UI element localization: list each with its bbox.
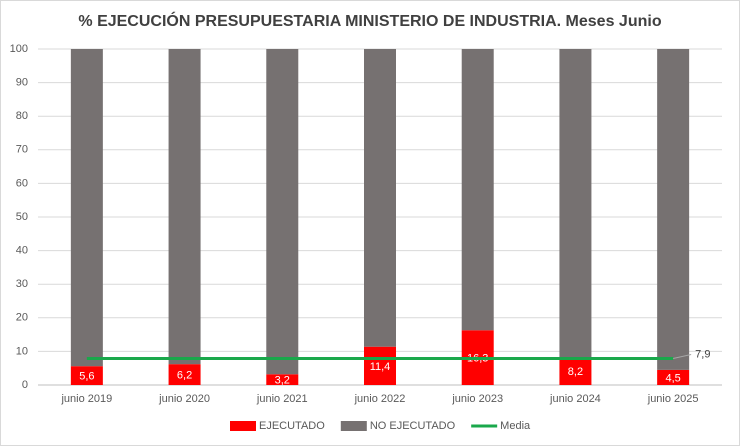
y-tick-label: 80 — [16, 110, 28, 122]
x-tick-label: junio 2019 — [60, 393, 112, 405]
y-tick-label: 50 — [16, 211, 28, 223]
legend-label: NO EJECUTADO — [370, 420, 456, 432]
bar-segment — [364, 346, 396, 385]
bar-segment — [266, 49, 299, 375]
x-tick-label: junio 2022 — [354, 393, 406, 405]
y-tick-label: 40 — [16, 245, 28, 257]
bar-segment — [461, 49, 494, 331]
data-label: 4,5 — [665, 372, 680, 384]
legend-swatch — [340, 421, 367, 431]
chart-title: % EJECUCIÓN PRESUPUESTARIA MINISTERIO DE… — [78, 11, 661, 30]
legend-swatch — [230, 421, 256, 431]
label-leader — [673, 353, 692, 359]
bar-segment — [559, 357, 592, 385]
bar-segment — [657, 49, 690, 370]
y-tick-label: 10 — [16, 345, 28, 357]
x-tick-label: junio 2025 — [647, 393, 699, 405]
bar-segment — [266, 374, 299, 385]
bar-segment — [168, 364, 201, 385]
x-tick-label: junio 2021 — [256, 393, 308, 405]
y-tick-label: 60 — [16, 177, 28, 189]
data-label: 8,2 — [568, 366, 583, 378]
y-tick-label: 0 — [22, 379, 28, 391]
y-tick-label: 100 — [10, 43, 28, 55]
y-tick-label: 30 — [16, 278, 28, 290]
y-tick-label: 90 — [16, 77, 28, 89]
data-label: 6,2 — [177, 369, 192, 381]
bar-segment — [70, 366, 103, 385]
x-tick-label: junio 2023 — [451, 393, 503, 405]
y-tick-label: 70 — [16, 144, 28, 156]
x-tick-label: junio 2024 — [549, 393, 601, 405]
y-tick-label: 20 — [16, 312, 28, 324]
x-tick-label: junio 2020 — [158, 393, 210, 405]
bar-segment — [70, 49, 103, 367]
data-label: 7,9 — [695, 348, 710, 360]
data-label: 11,4 — [370, 361, 391, 373]
bar-segment — [168, 49, 201, 365]
bar-segment — [559, 49, 592, 358]
bar-segment — [364, 49, 396, 347]
legend-label: Media — [500, 420, 531, 432]
data-label: 3,2 — [275, 375, 290, 387]
legend-label: EJECUTADO — [259, 420, 325, 432]
data-label: 5,6 — [79, 370, 94, 382]
bar-segment — [657, 369, 690, 385]
